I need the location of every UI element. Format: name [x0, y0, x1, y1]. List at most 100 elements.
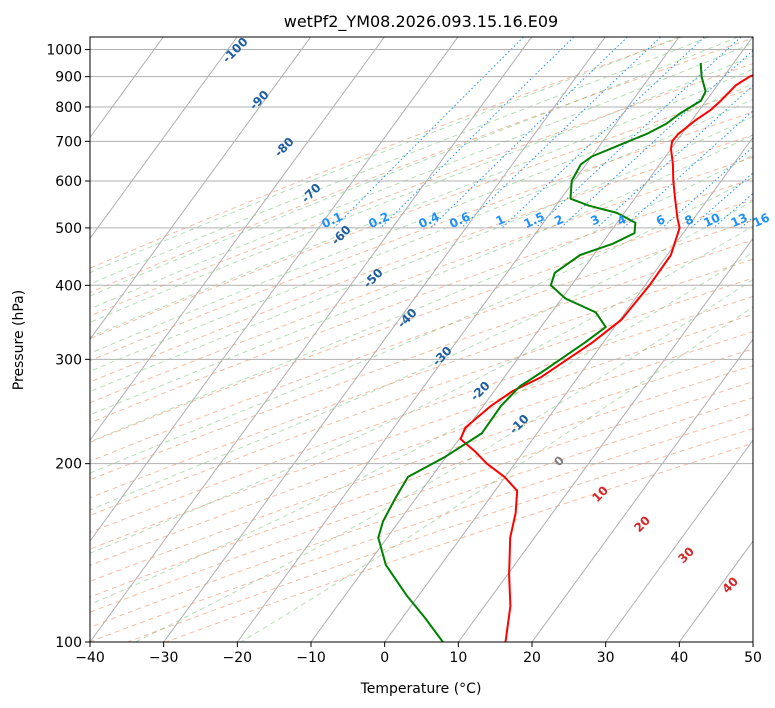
dry-adiabat-line: [90, 156, 753, 404]
mixing-ratio-label: 4: [615, 212, 628, 228]
dry-adiabat-label: -50: [361, 266, 386, 291]
mixing-ratio-line: [430, 37, 628, 229]
moist-adiabat-line: [90, 37, 709, 285]
y-tick-label: 800: [55, 100, 82, 116]
moist-adiabat-line: [90, 225, 753, 554]
dry-adiabat-label: -70: [299, 181, 324, 206]
mixing-ratio-line: [535, 37, 742, 229]
y-tick-label: 200: [55, 457, 82, 473]
isotherm-line: [384, 136, 753, 642]
dry-adiabat-line: [90, 63, 753, 317]
x-tick-label: 40: [670, 650, 688, 666]
pressure-gridlines: [90, 49, 753, 642]
x-tick-label: 0: [380, 650, 389, 666]
x-tick-label: −30: [149, 650, 179, 666]
dry-adiabat-line: [90, 134, 753, 383]
mixing-ratio-label: 13: [729, 210, 750, 230]
moist-adiabat-line: [90, 55, 753, 323]
x-tick-label: −20: [223, 650, 253, 666]
x-tick-label: −10: [296, 650, 326, 666]
dry-adiabat-line: [90, 219, 753, 462]
mixing-ratio-line: [333, 37, 524, 229]
dry-adiabat-label: -10: [507, 412, 532, 437]
dry-adiabat-line: [90, 37, 753, 294]
temperature-profile-line: [459, 74, 753, 642]
mixing-ratio-line: [461, 37, 661, 229]
mixing-ratio-label: 10: [701, 210, 722, 230]
dry-adiabat-line: [90, 199, 753, 443]
isotherm-line: [236, 37, 680, 642]
dry-adiabat-line: [90, 331, 753, 566]
dry-adiabat-label: -20: [468, 379, 493, 404]
reference-line-labels: -100-90-80-70-60-50-40-30-20-100.1 0.2 0.4…: [220, 35, 772, 596]
dry-adiabat-line: [90, 258, 753, 499]
mixing-ratio-label: 16: [751, 210, 772, 230]
dry-adiabat-line: [90, 239, 753, 481]
dry-adiabat-line: [90, 111, 753, 362]
isotherm-line: [90, 37, 385, 442]
moist-adiabat-line: [90, 200, 753, 511]
dry-adiabat-line: [90, 178, 753, 424]
dry-adiabat-line: [90, 87, 753, 340]
mixing-ratio-line: [380, 37, 575, 229]
moist-adiabat-label: 40: [719, 574, 741, 596]
moist-adiabat-line: [90, 37, 680, 274]
moist-adiabat-line: [90, 154, 753, 443]
x-tick-label: 50: [744, 650, 762, 666]
reference-lines: [90, 37, 775, 642]
mixing-ratio-label: 8: [682, 212, 695, 228]
dry-adiabat-line: [126, 428, 753, 642]
isotherm-line: [90, 37, 238, 240]
mixing-ratio-line: [713, 192, 753, 229]
y-tick-label: 100: [55, 635, 82, 651]
y-tick-label: 700: [55, 134, 82, 150]
moist-adiabat-line: [240, 306, 753, 642]
isotherm-line: [90, 37, 459, 542]
mixing-ratio-label: 1: [494, 212, 507, 228]
moist-adiabat-line: [90, 68, 753, 338]
y-tick-label: 500: [55, 221, 82, 237]
mixing-ratio-line: [690, 172, 753, 229]
mixing-ratio-line: [596, 84, 753, 229]
mixing-ratio-line: [623, 110, 753, 229]
moist-adiabat-line: [90, 176, 753, 474]
x-tick-label: 10: [449, 650, 467, 666]
dry-adiabat-line: [90, 348, 753, 582]
y-tick-label: 1000: [46, 43, 82, 59]
dry-adiabat-label: -90: [247, 88, 272, 113]
dry-adiabat-line: [90, 277, 753, 516]
moist-adiabat-label: 20: [631, 513, 653, 535]
dry-adiabat-line: [164, 442, 753, 642]
x-axis: −40 −30 −20 −10 0 10 20 30 40 50: [75, 642, 762, 666]
moist-adiabat-line: [90, 37, 739, 297]
isotherm-line: [90, 37, 312, 341]
dry-adiabat-label: -30: [430, 344, 455, 369]
moist-adiabat-line: [135, 278, 753, 642]
dry-adiabat-line: [90, 381, 753, 613]
plot-frame: [89, 36, 754, 643]
moist-adiabat-label: 0: [551, 453, 567, 469]
moist-adiabat-label: 10: [589, 483, 611, 505]
y-tick-label: 300: [55, 352, 82, 368]
isotherm-line: [605, 439, 753, 642]
dry-adiabat-line: [90, 295, 753, 533]
dry-adiabat-line: [90, 364, 753, 598]
isotherm-line: [90, 37, 533, 642]
moist-adiabat-line: [90, 98, 753, 372]
x-tick-label: 20: [523, 650, 541, 666]
mixing-ratio-label: 6: [654, 212, 667, 228]
mixing-ratio-label: 3: [588, 212, 601, 228]
moist-adiabat-label: 30: [675, 544, 697, 566]
isotherm-line: [163, 37, 606, 642]
y-tick-label: 900: [55, 70, 82, 86]
x-axis-label: Temperature (°C): [360, 681, 482, 697]
isotherm-line: [310, 37, 753, 642]
mixing-ratio-line: [560, 49, 753, 229]
y-tick-label: 600: [55, 174, 82, 190]
mixing-ratio-line: [763, 37, 775, 228]
isotherm-line: [752, 641, 753, 642]
y-axis-label: Pressure (hPa): [11, 290, 27, 390]
dry-adiabat-label: -80: [272, 135, 297, 160]
dry-adiabat-label: -100: [220, 35, 251, 66]
